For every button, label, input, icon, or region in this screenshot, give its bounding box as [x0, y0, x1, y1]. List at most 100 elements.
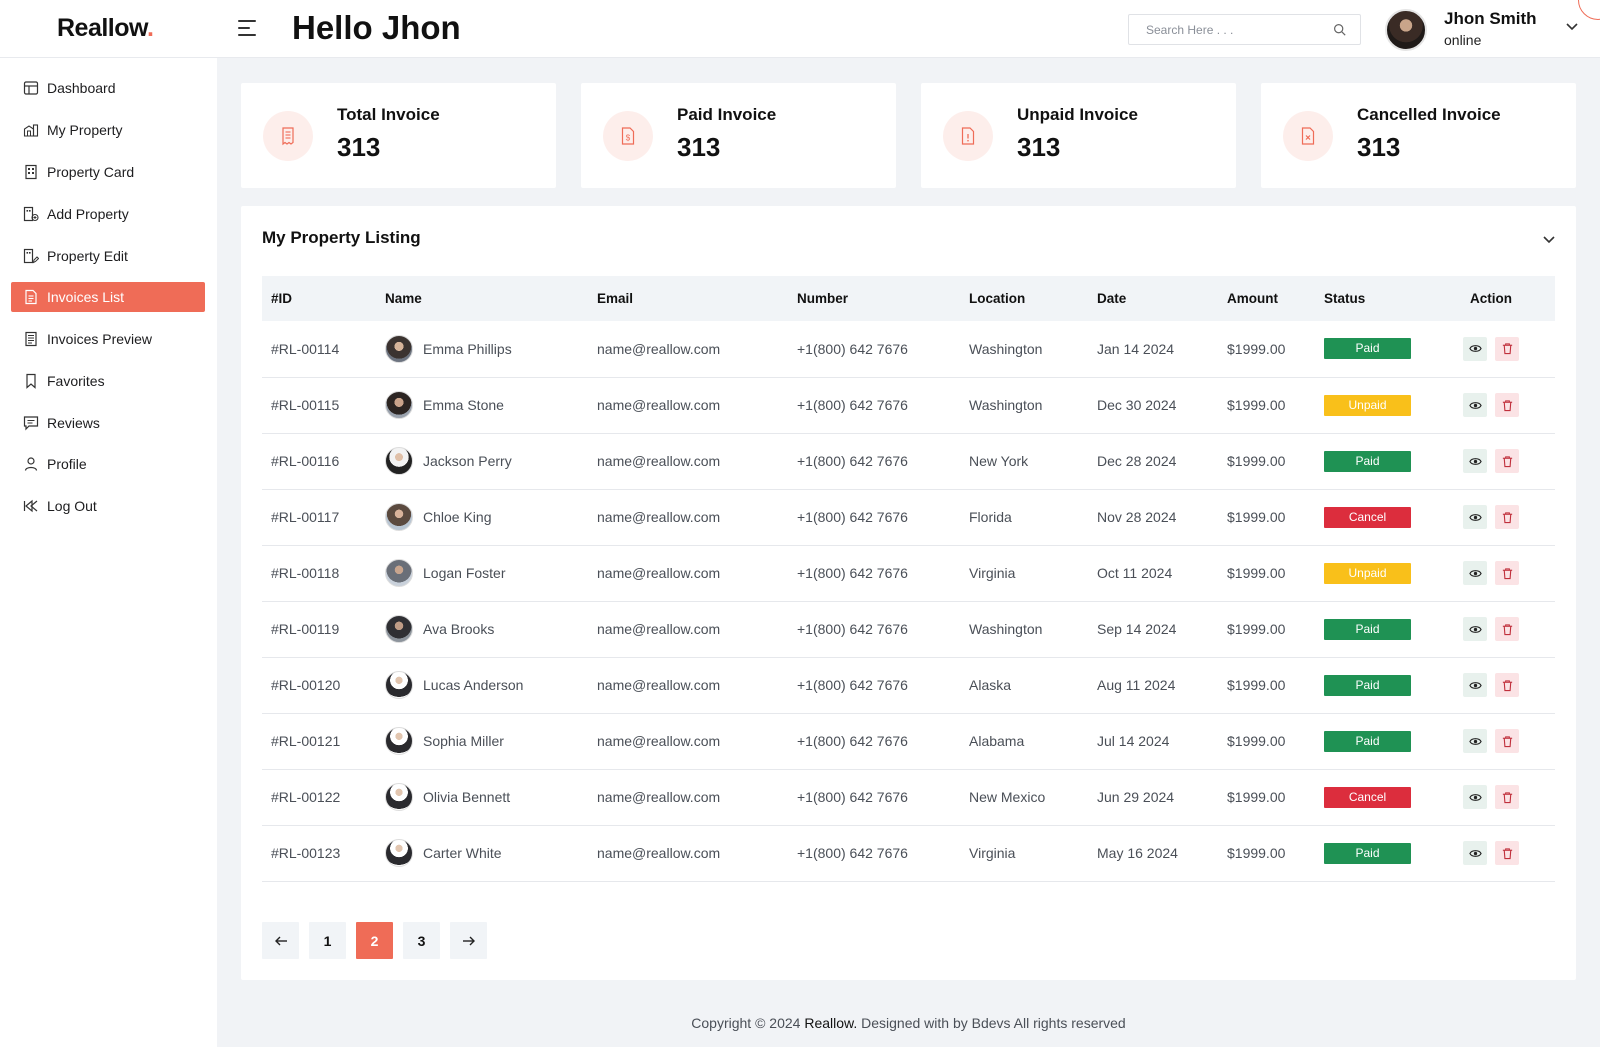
- sidebar-item-favorites[interactable]: Favorites: [11, 366, 205, 396]
- view-button[interactable]: [1463, 393, 1487, 417]
- date-cell: Aug 11 2024: [1088, 657, 1218, 714]
- client: Jackson Perry: [385, 447, 588, 475]
- menu-toggle-icon[interactable]: [238, 20, 258, 36]
- phone-cell: +1(800) 642 7676: [788, 545, 960, 602]
- status-badge: Paid: [1324, 674, 1411, 696]
- client: Sophia Miller: [385, 727, 588, 755]
- delete-button[interactable]: [1495, 785, 1519, 809]
- view-button[interactable]: [1463, 785, 1487, 809]
- column-header-name[interactable]: Name: [385, 291, 422, 306]
- status-cell: Cancel: [1315, 489, 1427, 546]
- column-header-date[interactable]: Date: [1097, 291, 1127, 306]
- table-row: #RL-00114 Emma Phillips name@reallow.com +1…: [262, 321, 1555, 378]
- action-cell: [1427, 433, 1555, 490]
- column-header-email[interactable]: Email: [597, 291, 634, 306]
- page-button-3[interactable]: 3: [403, 922, 440, 959]
- client: Olivia Bennett: [385, 783, 588, 811]
- delete-button[interactable]: [1495, 505, 1519, 529]
- action-cell: [1427, 601, 1555, 658]
- sidebar-item-invoices-list[interactable]: Invoices List: [11, 282, 205, 312]
- column-header-id[interactable]: #ID: [271, 291, 293, 306]
- column-header-status[interactable]: Status: [1324, 291, 1366, 306]
- delete-button[interactable]: [1495, 336, 1519, 361]
- sidebar-item-log-out[interactable]: Log Out: [11, 491, 205, 521]
- page-button-2[interactable]: 2: [356, 922, 393, 959]
- column-header-amount[interactable]: Amount: [1227, 291, 1278, 306]
- eye-icon: [1468, 625, 1482, 633]
- location-cell: New Mexico: [960, 769, 1088, 826]
- delete-button[interactable]: [1495, 729, 1519, 753]
- location-cell: Alaska: [960, 657, 1088, 714]
- view-button[interactable]: [1463, 336, 1487, 361]
- view-button[interactable]: [1463, 841, 1487, 865]
- view-button[interactable]: [1463, 617, 1487, 641]
- column-header-number[interactable]: Number: [797, 291, 849, 306]
- sidebar-item-profile[interactable]: Profile: [11, 449, 205, 479]
- stat-value: 313: [1017, 132, 1061, 162]
- sidebar-item-property-card[interactable]: Property Card: [11, 157, 205, 187]
- pagination: 1 2 3: [262, 922, 497, 959]
- action-cell: [1427, 377, 1555, 434]
- chevron-down-icon[interactable]: [1542, 234, 1556, 244]
- status-badge: Paid: [1324, 450, 1411, 472]
- user-menu[interactable]: Jhon Smith online: [1385, 9, 1585, 51]
- bookmark-icon: [26, 373, 36, 389]
- view-button[interactable]: [1463, 449, 1487, 473]
- location-cell: Washington: [960, 321, 1088, 378]
- column-header-location[interactable]: Location: [969, 291, 1026, 306]
- delete-button[interactable]: [1495, 617, 1519, 641]
- sidebar-item-dashboard[interactable]: Dashboard: [11, 73, 205, 103]
- name-cell: Logan Foster: [376, 545, 588, 602]
- sidebar-item-label: Dashboard: [47, 80, 116, 96]
- status-cell: Cancel: [1315, 769, 1427, 826]
- property-icon: [23, 124, 39, 137]
- invoice-id: #RL-00117: [262, 489, 376, 546]
- avatar: [385, 783, 413, 811]
- name-cell: Lucas Anderson: [376, 657, 588, 714]
- logout-icon: [23, 499, 38, 513]
- action-cell: [1427, 489, 1555, 546]
- view-button[interactable]: [1463, 505, 1487, 529]
- logo-dot: .: [147, 14, 154, 42]
- table-row: #RL-00118 Logan Foster name@reallow.com +1(…: [262, 545, 1555, 602]
- view-button[interactable]: [1463, 673, 1487, 697]
- sidebar-item-invoices-preview[interactable]: Invoices Preview: [11, 324, 205, 354]
- status-cell: Unpaid: [1315, 545, 1427, 602]
- action-cell: [1427, 657, 1555, 714]
- footer: Copyright © 2024 Reallow. Designed with …: [217, 1015, 1600, 1031]
- date-cell: Oct 11 2024: [1088, 545, 1218, 602]
- sidebar-item-add-property[interactable]: Add Property: [11, 199, 205, 229]
- sidebar-item-my-property[interactable]: My Property: [11, 115, 205, 145]
- search-input[interactable]: [1129, 15, 1319, 44]
- footer-brand-link[interactable]: Reallow.: [804, 1015, 858, 1031]
- search-icon[interactable]: [1333, 23, 1346, 36]
- delete-button[interactable]: [1495, 673, 1519, 697]
- brand-logo[interactable]: Reallow.: [57, 14, 154, 43]
- delete-button[interactable]: [1495, 449, 1519, 473]
- location-cell: Alabama: [960, 713, 1088, 770]
- name-cell: Emma Stone: [376, 377, 588, 434]
- page-button-1[interactable]: 1: [309, 922, 346, 959]
- view-button[interactable]: [1463, 561, 1487, 585]
- client: Emma Phillips: [385, 334, 588, 363]
- avatar: [385, 727, 413, 755]
- delete-button[interactable]: [1495, 393, 1519, 417]
- sidebar-item-label: Invoices List: [47, 289, 125, 305]
- sidebar-item-reviews[interactable]: Reviews: [11, 408, 205, 438]
- client: Ava Brooks: [385, 615, 588, 643]
- user-icon: [24, 457, 38, 471]
- eye-icon: [1468, 345, 1482, 353]
- previous-page-button[interactable]: [262, 922, 299, 959]
- search-box: [1128, 14, 1361, 45]
- chevron-down-icon[interactable]: [1565, 21, 1579, 31]
- date-cell: Jan 14 2024: [1088, 321, 1218, 378]
- sidebar-item-property-edit[interactable]: Property Edit: [11, 241, 205, 271]
- next-page-button[interactable]: [450, 922, 487, 959]
- view-button[interactable]: [1463, 729, 1487, 753]
- delete-button[interactable]: [1495, 561, 1519, 585]
- name-cell: Olivia Bennett: [376, 769, 588, 826]
- client: Emma Stone: [385, 391, 588, 419]
- name-cell: Ava Brooks: [376, 601, 588, 658]
- trash-icon: [1502, 567, 1512, 579]
- delete-button[interactable]: [1495, 841, 1519, 865]
